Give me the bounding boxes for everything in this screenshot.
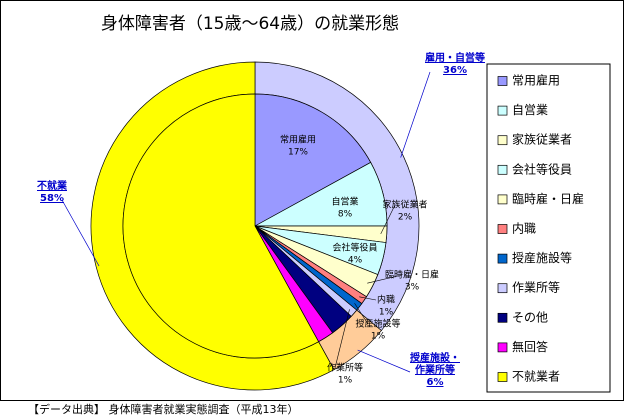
data-label-name: 家族従業者 bbox=[382, 199, 427, 211]
legend-swatch bbox=[497, 76, 508, 86]
data-label: 1% bbox=[379, 308, 394, 318]
legend-swatch bbox=[497, 135, 508, 146]
legend-swatch bbox=[497, 105, 508, 116]
legend-swatch bbox=[497, 342, 508, 353]
leader-line bbox=[400, 71, 431, 158]
data-label: 1% bbox=[371, 332, 386, 342]
legend-label: 作業所等 bbox=[512, 281, 560, 295]
legend-swatch bbox=[497, 312, 508, 323]
outer-label-line: 授産施設・ bbox=[410, 351, 460, 364]
legend-label: 不就業者 bbox=[512, 370, 560, 384]
leader-line bbox=[354, 303, 369, 325]
legend-swatch bbox=[497, 283, 508, 294]
leader-line bbox=[380, 204, 396, 235]
data-label-name: 自営業 bbox=[331, 196, 358, 208]
legend-label: 家族従業者 bbox=[512, 132, 572, 147]
legend-swatch bbox=[497, 194, 508, 205]
legend-label: 授産施設等 bbox=[512, 250, 572, 265]
data-label: 1% bbox=[338, 376, 353, 386]
legend-label: その他 bbox=[512, 310, 548, 324]
data-label: 2% bbox=[398, 213, 413, 223]
legend-label: 無回答 bbox=[512, 339, 548, 354]
legend-label: 内職 bbox=[512, 222, 536, 236]
leader-line bbox=[334, 309, 350, 369]
data-label-name: 常用雇用 bbox=[280, 134, 316, 146]
legend-label: 自営業 bbox=[512, 103, 548, 117]
source-note: 【データ出典】 身体障害者就業実態調査（平成13年） bbox=[28, 402, 299, 416]
outer-label-line: 作業所等 bbox=[415, 363, 455, 376]
legend-swatch bbox=[497, 372, 508, 382]
leader-line bbox=[357, 349, 411, 373]
outer-label: 6% bbox=[427, 377, 444, 388]
data-label-name: 臨時雇・日雇 bbox=[385, 269, 439, 281]
legend-swatch bbox=[497, 224, 508, 234]
leader-line bbox=[359, 296, 377, 301]
leader-line bbox=[367, 274, 403, 284]
pie-slice bbox=[122, 93, 320, 359]
outer-label: 36% bbox=[443, 65, 467, 76]
pie-slice bbox=[254, 93, 372, 227]
outer-label-name: 不就業 bbox=[37, 179, 68, 192]
leader-line bbox=[61, 199, 100, 267]
legend-label: 常用雇用 bbox=[512, 73, 560, 88]
legend-swatch bbox=[497, 164, 508, 175]
data-label-name: 会社等役員 bbox=[332, 242, 377, 254]
data-label: 8% bbox=[338, 210, 353, 220]
outer-label-name: 雇用・自営等 bbox=[425, 51, 485, 64]
data-label: 4% bbox=[348, 256, 363, 266]
data-label: 3% bbox=[405, 283, 420, 293]
chart-title: 身体障害者（15歳～64歳）の就業形態 bbox=[101, 14, 399, 34]
outer-label-name: 授産施設・作業所等 bbox=[410, 351, 460, 376]
data-label-name: 作業所等 bbox=[327, 362, 363, 374]
legend-box bbox=[486, 63, 611, 393]
legend-label: 会社等役員 bbox=[512, 161, 572, 176]
data-label-name: 内職 bbox=[377, 294, 395, 306]
legend-swatch bbox=[497, 253, 508, 264]
data-label: 17% bbox=[288, 148, 308, 158]
outer-label: 58% bbox=[40, 193, 64, 204]
data-label-name: 授産施設等 bbox=[355, 318, 400, 330]
legend-label: 臨時雇・日雇 bbox=[512, 191, 584, 206]
